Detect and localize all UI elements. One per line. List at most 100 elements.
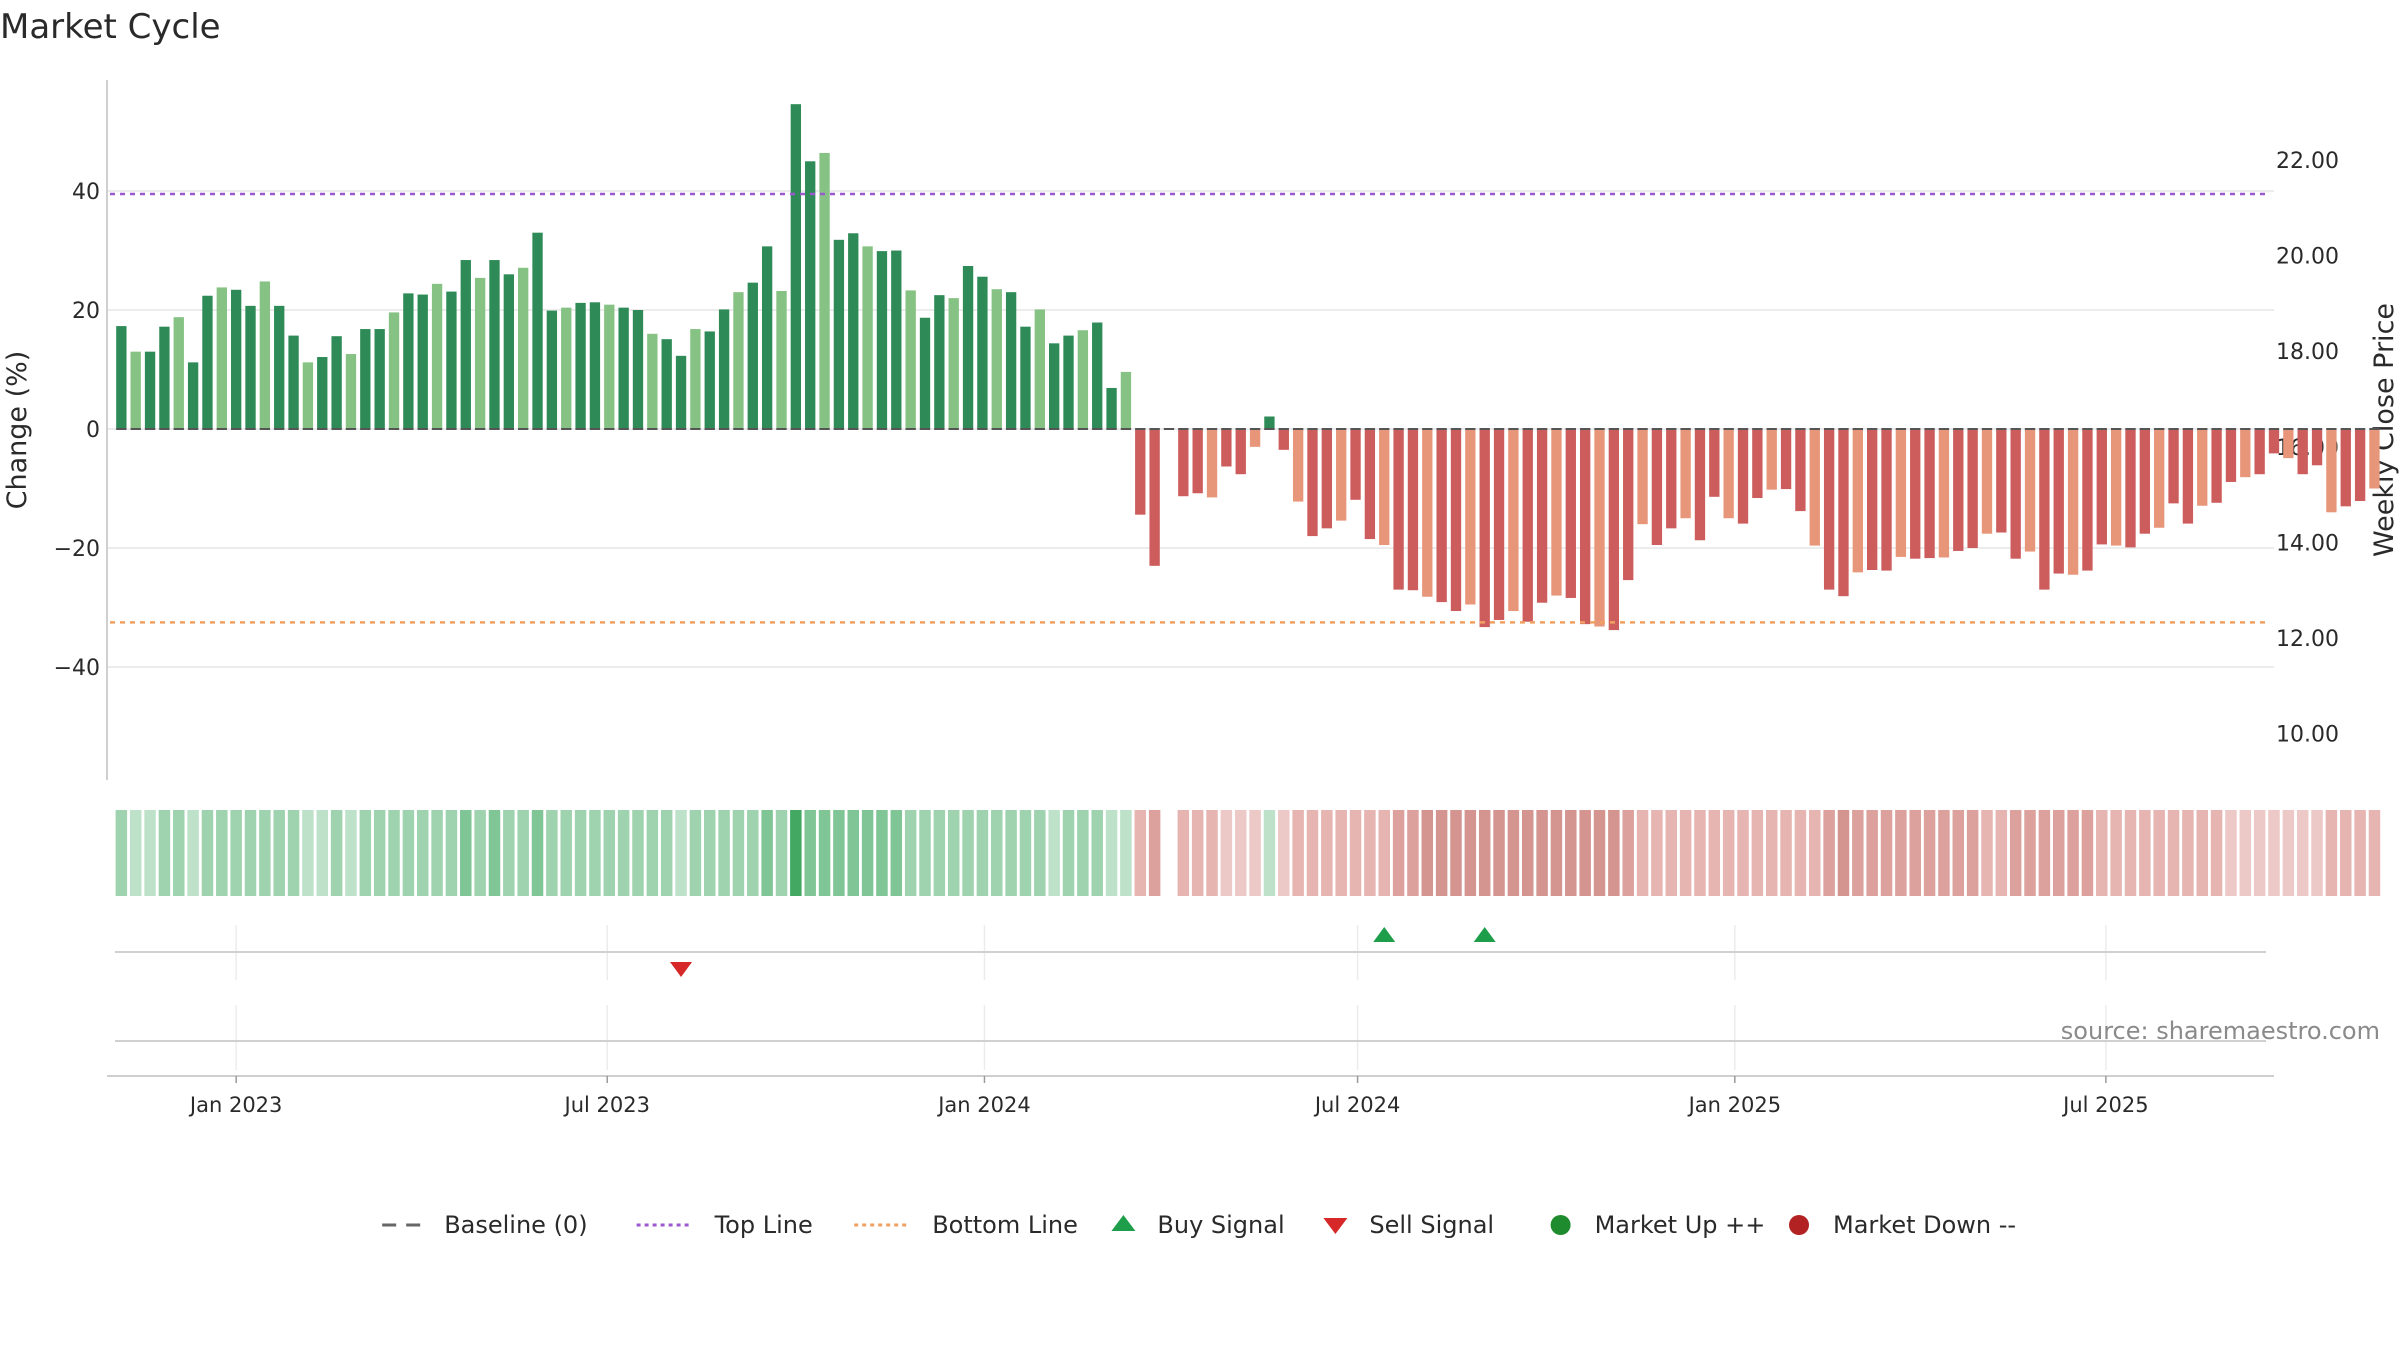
change-bar (431, 283, 443, 429)
change-bar (2139, 429, 2151, 534)
heat-cell (2354, 810, 2366, 896)
change-bar (1651, 429, 1663, 546)
heat-cell (531, 810, 544, 896)
date-tick-label: Jan 2024 (936, 1093, 1031, 1117)
change-bar (891, 250, 902, 429)
heat-cell (790, 810, 802, 896)
legend-marker-circle (1550, 1215, 1571, 1235)
legend-item: Buy Signal (1111, 1211, 1285, 1239)
legend-label: Buy Signal (1157, 1211, 1284, 1239)
change-bar (2096, 429, 2107, 545)
heat-cell (2052, 810, 2065, 896)
heat-cell (2210, 810, 2223, 896)
change-bar (833, 239, 845, 429)
heat-cell (632, 810, 644, 896)
heat-cell (1880, 810, 1893, 896)
change-bar (1694, 429, 1706, 541)
heat-cell (1852, 810, 1864, 896)
heat-cell (617, 810, 630, 896)
change-bar (618, 307, 629, 429)
heat-cell (445, 810, 458, 896)
date-axis-ticks: Jan 2023 Jul 2023 Jan 2024 Jul 2024 Jan 2025… (188, 1076, 2149, 1117)
change-bar (1379, 429, 1390, 546)
change-bar (1666, 429, 1677, 529)
change-bar (173, 317, 184, 429)
change-bar (403, 293, 414, 429)
heat-cell (2139, 810, 2151, 896)
heat-cell (1034, 810, 1046, 896)
change-bar (274, 305, 285, 429)
change-bar (1996, 429, 2007, 533)
change-bar (1709, 429, 1720, 497)
heat-cell (1608, 810, 1620, 896)
change-bar (905, 290, 916, 429)
heat-cell (732, 810, 745, 896)
heat-cell (2081, 810, 2094, 896)
heat-cell (675, 810, 687, 896)
change-bar (1364, 429, 1376, 540)
change-bar (216, 287, 227, 429)
change-bar (1766, 429, 1777, 490)
sell-signal-marker (670, 962, 693, 977)
change-bar (2010, 429, 2021, 559)
change-bar (1623, 429, 1634, 581)
change-bar (302, 362, 314, 429)
heat-cell (1177, 810, 1190, 896)
change-bar (1565, 429, 1576, 598)
change-bar (776, 290, 787, 429)
heat-cell (2009, 810, 2022, 896)
change-bar (245, 305, 256, 429)
heat-cell (1780, 810, 1792, 896)
change-bar (1264, 416, 1275, 429)
change-bar (1407, 429, 1419, 591)
signal-markers (670, 927, 1496, 977)
change-bar (962, 265, 974, 429)
heat-cell (345, 810, 357, 896)
heat-cell (460, 810, 472, 896)
date-tick-label: Jul 2024 (1313, 1093, 1400, 1117)
heat-cell (603, 810, 616, 896)
change-bar (1120, 371, 1132, 429)
change-bar (187, 362, 199, 429)
change-bar (1106, 387, 1117, 429)
change-bar (1895, 429, 1907, 557)
change-bar (2354, 429, 2366, 501)
heat-cell (1278, 810, 1290, 896)
change-bar (474, 277, 486, 429)
change-bar (690, 329, 701, 429)
right-tick-label: 10.00 (2276, 723, 2339, 748)
change-bar (718, 309, 730, 429)
heat-cell (1292, 810, 1304, 896)
heat-cell (991, 810, 1003, 896)
heat-cell (2153, 810, 2165, 896)
heat-cell (1722, 810, 1735, 896)
heat-cell (704, 810, 716, 896)
heat-cell (1938, 810, 1950, 896)
change-bar (2168, 429, 2179, 504)
heat-cell (2368, 810, 2381, 896)
heat-cell (1005, 810, 1017, 896)
source-note: source: sharemaestro.com (2061, 1017, 2380, 1045)
left-tick-label: 20 (72, 299, 100, 324)
change-bar (317, 357, 328, 429)
heat-cell (1622, 810, 1634, 896)
change-bar (2067, 429, 2079, 575)
heat-cell (933, 810, 946, 896)
legend-label: Bottom Line (932, 1211, 1078, 1239)
heat-cell (1478, 810, 1491, 896)
heat-cell (416, 810, 429, 896)
heat-cell (144, 810, 156, 896)
heat-cell (474, 810, 486, 896)
buy-signal-marker (1473, 927, 1496, 942)
change-bar (1536, 429, 1548, 603)
change-bar (805, 161, 816, 429)
change-bar (1020, 326, 1031, 429)
heat-cell (173, 810, 185, 896)
change-bar (1077, 330, 1089, 429)
change-bar (704, 331, 715, 429)
heat-cell (1392, 810, 1405, 896)
heat-cell (1636, 810, 1649, 896)
heat-cell (201, 810, 214, 896)
heat-cell (2340, 810, 2352, 896)
heat-cell (818, 810, 831, 896)
